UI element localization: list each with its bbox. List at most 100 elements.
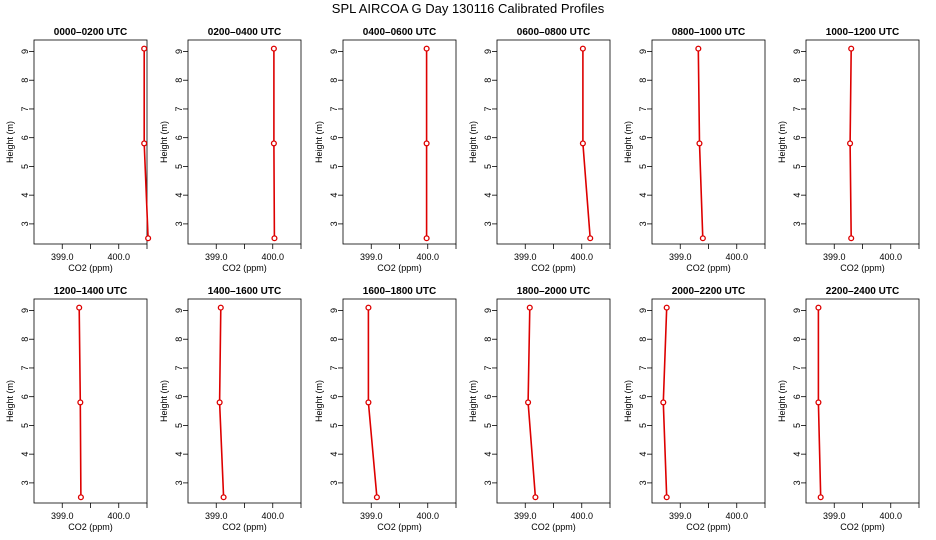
data-point	[270, 140, 277, 147]
y-axis-label: Height (m)	[314, 380, 324, 422]
y-axis-label: Height (m)	[468, 121, 478, 163]
x-axis-label: CO2 (ppm)	[68, 263, 113, 273]
x-tick-label: 399.0	[51, 252, 74, 262]
x-tick-label: 399.0	[205, 511, 228, 521]
panel-title: 0600–0800 UTC	[517, 27, 590, 38]
data-point	[526, 304, 533, 311]
panel-title: 0000–0200 UTC	[54, 27, 127, 38]
y-axis-label: Height (m)	[623, 380, 633, 422]
data-point	[423, 140, 430, 147]
y-axis-label: Height (m)	[314, 121, 324, 163]
data-point	[77, 399, 84, 406]
x-tick-label: 400.0	[570, 252, 593, 262]
data-point	[216, 399, 223, 406]
data-point	[663, 494, 670, 501]
y-tick-label: 8	[20, 337, 30, 342]
y-tick-label: 4	[792, 452, 802, 457]
y-tick-label: 7	[20, 365, 30, 370]
y-tick-label: 6	[20, 394, 30, 399]
y-tick-label: 9	[174, 308, 184, 313]
y-tick-label: 8	[483, 337, 493, 342]
y-tick-label: 5	[483, 423, 493, 428]
y-tick-label: 3	[483, 480, 493, 485]
y-tick-label: 9	[638, 308, 648, 313]
x-tick-label: 400.0	[416, 252, 439, 262]
data-point	[220, 494, 227, 501]
plot-frame	[33, 298, 148, 504]
data-point	[847, 140, 854, 147]
x-axis-label: CO2 (ppm)	[377, 263, 422, 273]
x-tick-label: 400.0	[416, 511, 439, 521]
x-axis-label: CO2 (ppm)	[840, 263, 885, 273]
y-tick-label: 4	[174, 452, 184, 457]
y-tick-label: 3	[20, 221, 30, 226]
y-tick-label: 9	[20, 49, 30, 54]
data-point	[587, 235, 594, 242]
data-point	[423, 235, 430, 242]
data-point	[663, 304, 670, 311]
y-tick-label: 6	[329, 394, 339, 399]
x-tick-label: 399.0	[360, 511, 383, 521]
main-title: SPL AIRCOA G Day 130116 Calibrated Profi…	[331, 1, 605, 16]
y-tick-label: 5	[483, 164, 493, 169]
panel-title: 0200–0400 UTC	[208, 27, 281, 38]
y-tick-label: 3	[638, 480, 648, 485]
panel-title: 1800–2000 UTC	[517, 286, 590, 297]
y-tick-label: 6	[792, 394, 802, 399]
plot-frame	[33, 39, 148, 245]
y-tick-label: 6	[174, 135, 184, 140]
x-axis-label: CO2 (ppm)	[686, 263, 731, 273]
data-point	[217, 304, 224, 311]
y-tick-label: 3	[792, 221, 802, 226]
y-tick-label: 8	[20, 78, 30, 83]
y-axis-label: Height (m)	[623, 121, 633, 163]
y-tick-label: 4	[483, 193, 493, 198]
y-tick-label: 6	[638, 394, 648, 399]
y-tick-label: 5	[20, 164, 30, 169]
plot-frame	[651, 39, 766, 245]
y-tick-label: 7	[638, 106, 648, 111]
y-tick-label: 7	[329, 365, 339, 370]
y-tick-label: 4	[20, 452, 30, 457]
x-tick-label: 400.0	[261, 252, 284, 262]
x-axis-label: CO2 (ppm)	[377, 522, 422, 532]
data-point	[815, 399, 822, 406]
x-axis-label: CO2 (ppm)	[531, 263, 576, 273]
y-tick-label: 3	[329, 480, 339, 485]
y-tick-label: 5	[792, 164, 802, 169]
y-tick-label: 5	[792, 423, 802, 428]
y-tick-label: 6	[483, 394, 493, 399]
panel-title: 1000–1200 UTC	[826, 27, 899, 38]
panel-title: 0800–1000 UTC	[672, 27, 745, 38]
y-tick-label: 4	[174, 193, 184, 198]
x-axis-label: CO2 (ppm)	[222, 522, 267, 532]
y-tick-label: 4	[638, 452, 648, 457]
y-tick-label: 8	[174, 337, 184, 342]
x-tick-label: 399.0	[205, 252, 228, 262]
panel-title: 2200–2400 UTC	[826, 286, 899, 297]
y-tick-label: 8	[329, 337, 339, 342]
plot-frame	[805, 298, 920, 504]
x-axis-label: CO2 (ppm)	[840, 522, 885, 532]
data-point	[365, 304, 372, 311]
y-tick-label: 8	[638, 78, 648, 83]
x-tick-label: 400.0	[107, 511, 130, 521]
y-tick-label: 6	[638, 135, 648, 140]
x-axis-label: CO2 (ppm)	[222, 263, 267, 273]
y-axis-label: Height (m)	[5, 121, 15, 163]
panel-title: 1200–1400 UTC	[54, 286, 127, 297]
y-tick-label: 3	[174, 221, 184, 226]
x-tick-label: 399.0	[669, 511, 692, 521]
y-tick-label: 8	[638, 337, 648, 342]
data-point	[695, 45, 702, 52]
y-tick-label: 6	[20, 135, 30, 140]
data-point	[815, 304, 822, 311]
